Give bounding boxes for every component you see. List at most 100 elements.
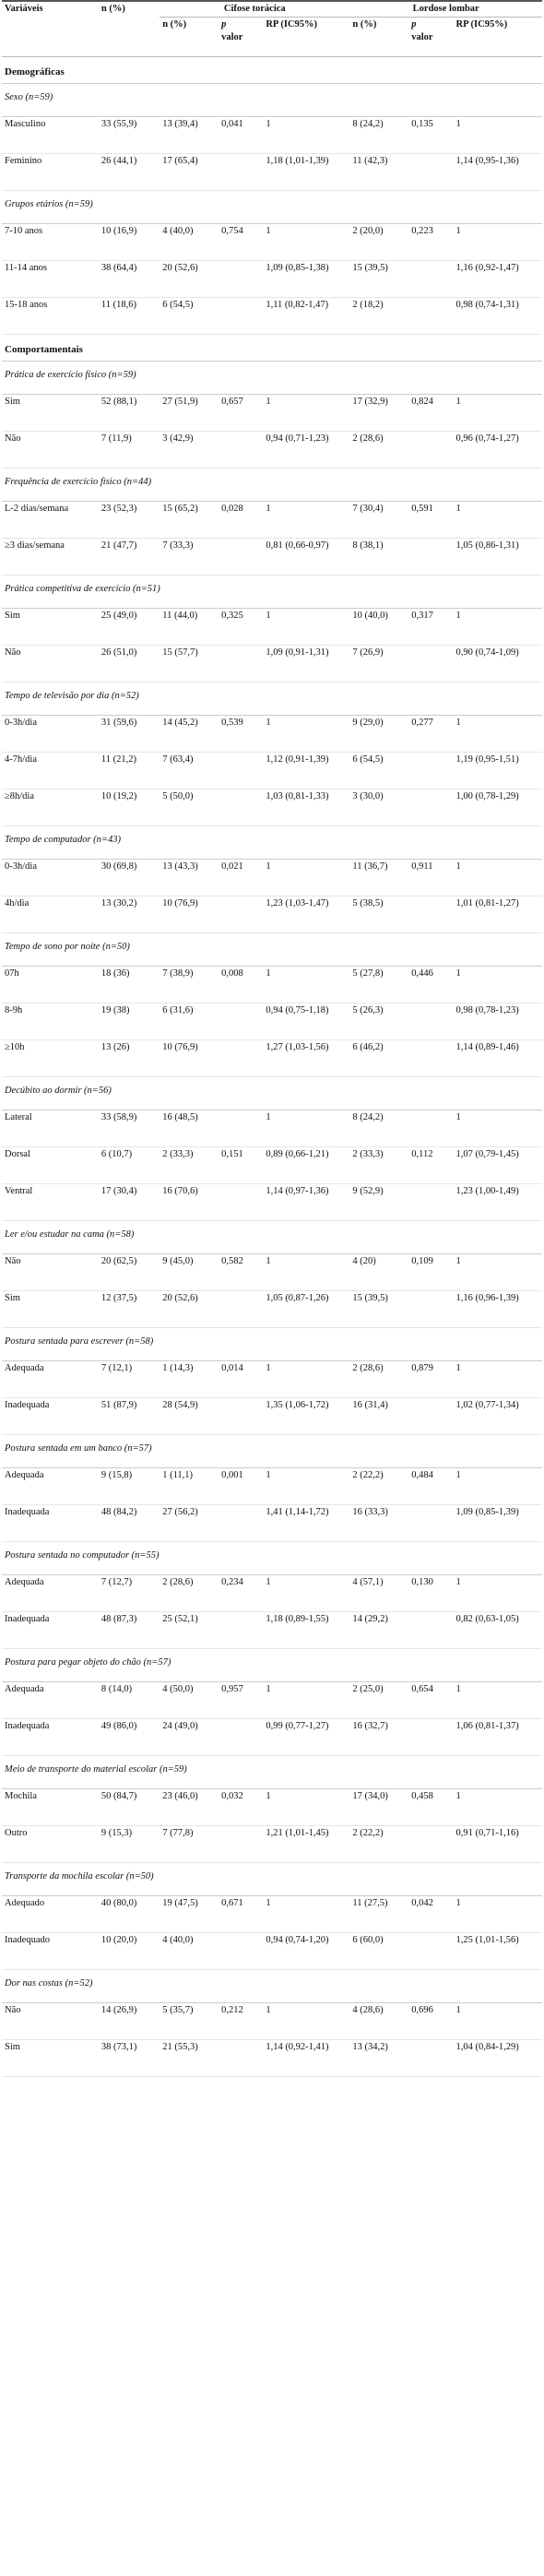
lordose-rp: 1,16 (0,96-1,39) <box>453 1290 542 1329</box>
lordose-p-value: 0,591 <box>408 501 454 540</box>
cifose-p-value <box>219 538 264 576</box>
row-n-pct: 14 (26,9) <box>98 2002 160 2041</box>
table-row: Adequada 8 (14,0) 4 (50,0) 0,957 1 2 (25,0) 0,… <box>2 1681 542 1720</box>
row-n-pct: 40 (80,0) <box>98 1895 160 1934</box>
cifose-n-pct: 28 (54,9) <box>160 1397 219 1436</box>
cifose-p-value: 0,957 <box>219 1681 264 1720</box>
cifose-p-value <box>219 752 264 790</box>
cifose-rp: 1 <box>263 1895 350 1934</box>
cifose-rp: 1 <box>263 608 350 647</box>
cifose-rp: 0,94 (0,74-1,20) <box>263 1932 350 1971</box>
table-header: Variáveis n (%) Cifose torácica Lordose … <box>2 0 542 58</box>
cifose-n-pct: 2 (33,3) <box>160 1146 219 1185</box>
lordose-n-pct: 13 (34,2) <box>349 2039 409 2078</box>
group-row: Decúbito ao dormir (n=56) <box>2 1076 542 1111</box>
cifose-p-value: 0,539 <box>219 715 264 754</box>
lordose-rp: 1,14 (0,89-1,46) <box>453 1039 542 1078</box>
cifose-p-value: 0,671 <box>219 1895 264 1934</box>
row-n-pct: 23 (52,3) <box>98 501 160 540</box>
table-row: Adequado 40 (80,0) 19 (47,5) 0,671 1 11 (27,5… <box>2 1895 542 1934</box>
cifose-n-pct: 7 (77,8) <box>160 1825 219 1864</box>
header-lordose: Lordose lombar <box>349 0 542 18</box>
cifose-p-value: 0,151 <box>219 1146 264 1185</box>
lordose-p-value: 0,484 <box>408 1467 454 1506</box>
group-title: Frequência de exercício físico (n=44) <box>2 468 542 503</box>
lordose-rp: 1 <box>453 2002 542 2041</box>
row-label: Adequada <box>2 1681 99 1720</box>
group-title: Postura sentada no computador (n=55) <box>2 1541 542 1576</box>
lordose-n-pct: 14 (29,2) <box>349 1611 409 1650</box>
cifose-rp: 0,99 (0,77-1,27) <box>263 1718 350 1757</box>
lordose-rp: 1 <box>453 1895 542 1934</box>
lordose-rp: 1 <box>453 1253 542 1292</box>
cifose-p-value <box>219 1003 264 1041</box>
group-row: Meio de transporte do material escolar (… <box>2 1755 542 1790</box>
row-n-pct: 18 (36) <box>98 966 160 1004</box>
group-title: Tempo de sono por noite (n=50) <box>2 932 542 967</box>
group-row: Postura sentada para escrever (n=58) <box>2 1327 542 1362</box>
table-row: Mochila 50 (84,7) 23 (46,0) 0,032 1 17 (34,0)… <box>2 1788 542 1827</box>
lordose-n-pct: 2 (33,3) <box>349 1146 409 1185</box>
table-row: Inadequada 48 (84,2) 27 (56,2) 1,41 (1,14-1… <box>2 1504 542 1543</box>
cifose-n-pct: 3 (42,9) <box>160 431 219 469</box>
group-row: Dor nas costas (n=52) <box>2 1969 542 2004</box>
row-n-pct: 38 (64,4) <box>98 260 160 299</box>
table-row: ≥10h 13 (26) 10 (76,9) 1,27 (1,03-1,56) 6 (4… <box>2 1039 542 1078</box>
cifose-p-value <box>219 1039 264 1078</box>
lordose-n-pct: 5 (26,3) <box>349 1003 409 1041</box>
cifose-n-pct: 21 (55,3) <box>160 2039 219 2078</box>
row-n-pct: 11 (21,2) <box>98 752 160 790</box>
lordose-n-pct: 17 (34,0) <box>349 1788 409 1827</box>
lordose-rp: 1,19 (0,95-1,51) <box>453 752 542 790</box>
row-n-pct: 50 (84,7) <box>98 1788 160 1827</box>
lordose-n-pct: 8 (24,2) <box>349 1110 409 1148</box>
group-title: Prática competitiva de exercício (n=51) <box>2 575 542 610</box>
cifose-n-pct: 11 (44,0) <box>160 608 219 647</box>
cifose-p-value <box>219 896 264 934</box>
cifose-n-pct: 4 (40,0) <box>160 223 219 262</box>
table-row: ≥3 dias/semana 21 (47,7) 7 (33,3) 0,81 (0,6… <box>2 538 542 576</box>
row-n-pct: 26 (51,0) <box>98 645 160 683</box>
lordose-n-pct: 17 (32,9) <box>349 394 409 433</box>
cifose-n-pct: 4 (50,0) <box>160 1681 219 1720</box>
row-label: 4h/dia <box>2 896 99 934</box>
row-n-pct: 7 (12,7) <box>98 1574 160 1613</box>
cifose-p-value <box>219 789 264 827</box>
lordose-n-pct: 2 (22,2) <box>349 1467 409 1506</box>
lordose-n-pct: 4 (57,1) <box>349 1574 409 1613</box>
table-row: Adequada 7 (12,7) 2 (28,6) 0,234 1 4 (57,1) 0,… <box>2 1574 542 1613</box>
row-label: Adequada <box>2 1574 99 1613</box>
cifose-rp: 1 <box>263 2002 350 2041</box>
cifose-rp: 1 <box>263 859 350 897</box>
cifose-n-pct: 7 (63,4) <box>160 752 219 790</box>
cifose-p-value <box>219 2039 264 2078</box>
row-n-pct: 10 (16,9) <box>98 223 160 262</box>
lordose-rp: 1,09 (0,85-1,39) <box>453 1504 542 1543</box>
lordose-n-pct: 2 (25,0) <box>349 1681 409 1720</box>
table-row: Não 20 (62,5) 9 (45,0) 0,582 1 4 (20) 0,109 1 <box>2 1253 542 1292</box>
lordose-n-pct: 9 (29,0) <box>349 715 409 754</box>
lordose-p-value <box>408 538 454 576</box>
row-label: 8-9h <box>2 1003 99 1041</box>
row-n-pct: 52 (88,1) <box>98 394 160 433</box>
cifose-n-pct: 17 (65,4) <box>160 153 219 192</box>
table-row: Ventral 17 (30,4) 16 (70,6) 1,14 (0,97-1,36… <box>2 1183 542 1222</box>
lordose-rp: 1 <box>453 501 542 540</box>
cifose-p-value <box>219 153 264 192</box>
lordose-rp: 0,96 (0,74-1,27) <box>453 431 542 469</box>
cifose-n-pct: 27 (56,2) <box>160 1504 219 1543</box>
row-label: Mochila <box>2 1788 99 1827</box>
table-row: Sim 25 (49,0) 11 (44,0) 0,325 1 10 (40,0) 0,31… <box>2 608 542 647</box>
group-title: Postura sentada em um banco (n=57) <box>2 1434 542 1469</box>
cifose-rp: 1,27 (1,03-1,56) <box>263 1039 350 1078</box>
lordose-n-pct: 6 (46,2) <box>349 1039 409 1078</box>
lordose-p-value: 0,277 <box>408 715 454 754</box>
row-label: Não <box>2 431 99 469</box>
cifose-rp: 1 <box>263 116 350 155</box>
lordose-rp: 1,05 (0,86-1,31) <box>453 538 542 576</box>
cifose-p-value <box>219 431 264 469</box>
row-n-pct: 8 (14,0) <box>98 1681 160 1720</box>
cifose-rp: 1 <box>263 1574 350 1613</box>
row-label: Masculino <box>2 116 99 155</box>
row-n-pct: 31 (59,6) <box>98 715 160 754</box>
